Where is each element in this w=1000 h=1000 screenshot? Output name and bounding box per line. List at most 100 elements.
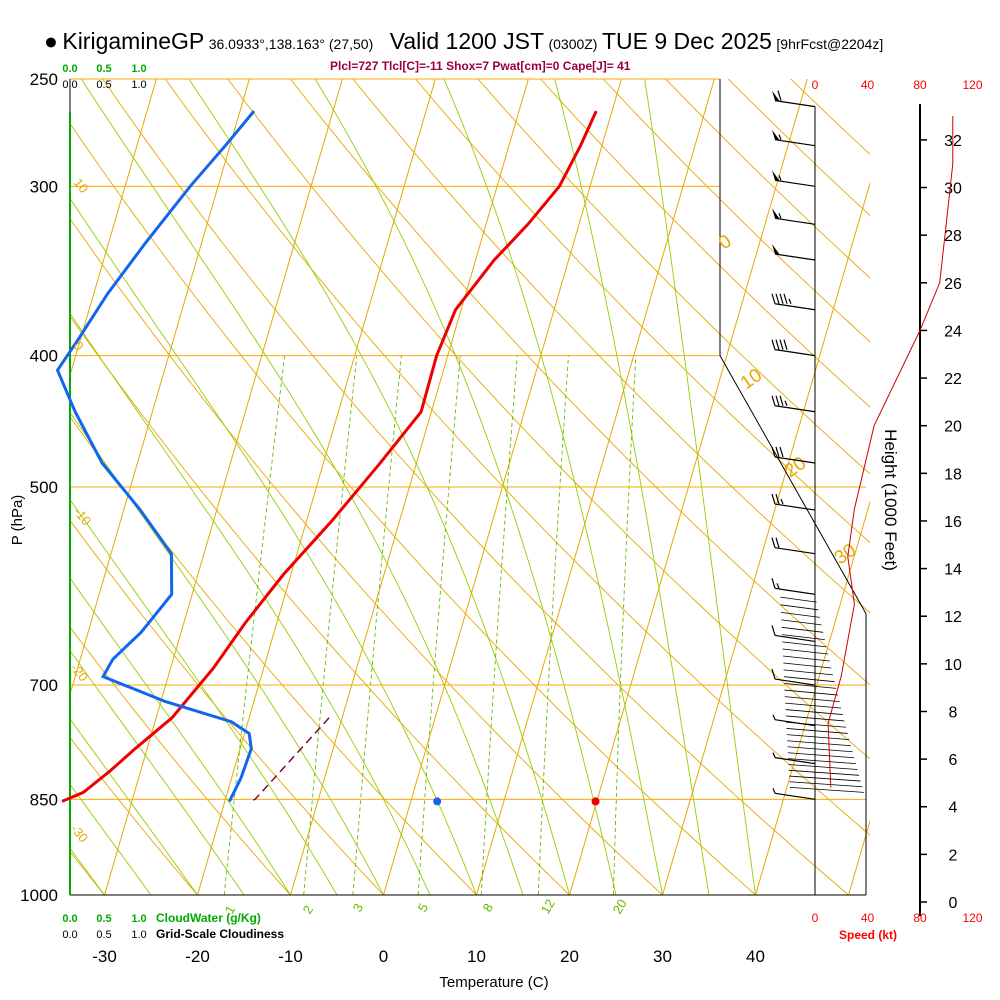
wind-barb-fill-line bbox=[787, 752, 855, 759]
dry-adiabat-line bbox=[70, 315, 570, 895]
isotherm-label: 10 bbox=[71, 175, 92, 196]
height-tick-label: 18 bbox=[944, 466, 962, 483]
wind-barb-shaft bbox=[774, 349, 816, 357]
dry-adiabat-line bbox=[539, 79, 870, 408]
wind-barb-fill-line bbox=[785, 715, 845, 722]
cloudwater-bottom-tick: 0.0 bbox=[62, 913, 77, 925]
height-tick-label: 2 bbox=[949, 847, 958, 864]
isotherm-line bbox=[942, 79, 1000, 895]
dry-adiabat-line bbox=[164, 79, 870, 836]
wind-barb-tick bbox=[771, 493, 776, 505]
wind-barb bbox=[772, 243, 816, 261]
wind-barb-fill-line bbox=[789, 786, 865, 793]
dry-adiabat-line bbox=[70, 626, 291, 895]
dry-adiabat-line bbox=[477, 79, 870, 475]
height-tick-label: 24 bbox=[944, 323, 962, 340]
moist-adiabat-line bbox=[70, 197, 477, 895]
wind-barb-flag bbox=[772, 243, 780, 255]
isotherm-line bbox=[848, 819, 870, 895]
height-tick-label: 22 bbox=[944, 371, 962, 388]
wind-barb-half bbox=[788, 298, 792, 304]
wind-barb-half bbox=[772, 788, 776, 794]
wind-barb-half bbox=[780, 498, 784, 505]
wind-barb bbox=[771, 537, 816, 555]
wind-barb-tick bbox=[779, 293, 784, 304]
wind-barb bbox=[772, 90, 816, 108]
temperature-tick-label: 20 bbox=[560, 947, 579, 966]
wind-barb-half bbox=[778, 175, 782, 181]
cloudwater-top-tick: 1.0 bbox=[131, 63, 146, 75]
isotherm-label: -20 bbox=[68, 660, 92, 684]
wind-barb-shaft bbox=[774, 792, 816, 800]
wind-barb bbox=[771, 578, 816, 595]
height-tick-label: 26 bbox=[944, 276, 962, 293]
wind-barb bbox=[772, 129, 816, 147]
mixing-ratio-label: 8 bbox=[480, 901, 497, 915]
isotherm-label: -10 bbox=[71, 504, 95, 528]
mixing-ratio-label: 3 bbox=[350, 901, 367, 915]
cloudiness-label: Grid-Scale Cloudiness bbox=[156, 927, 284, 941]
cloudiness-bottom-tick: 0.0 bbox=[62, 929, 77, 941]
speed-bottom-tick: 120 bbox=[962, 911, 982, 925]
wind-barb-tick bbox=[775, 446, 780, 458]
wind-barb-tick bbox=[775, 293, 780, 304]
wind-barb-tick bbox=[783, 293, 788, 304]
dry-adiabat-line bbox=[70, 736, 198, 895]
wind-barb-tick bbox=[771, 537, 776, 548]
wind-barb-tick bbox=[775, 537, 780, 548]
moist-adiabat-line bbox=[314, 79, 617, 895]
wind-barb-fill-line bbox=[788, 758, 856, 765]
height-tick-label: 6 bbox=[949, 752, 958, 769]
wind-barb-fill-line bbox=[783, 676, 835, 683]
wind-barb-shaft bbox=[774, 757, 816, 765]
mixing-ratio-line bbox=[303, 355, 358, 895]
pressure-tick-label: 850 bbox=[30, 790, 58, 809]
wind-barb-tick bbox=[783, 339, 788, 350]
wind-barb-fill-line bbox=[786, 728, 848, 734]
cloudwater-top-tick: 0.0 bbox=[62, 63, 77, 75]
wind-barb-tick bbox=[771, 668, 776, 680]
pressure-tick-label: 700 bbox=[30, 676, 58, 695]
moist-adiabat-line bbox=[70, 498, 338, 895]
dry-adiabat-line bbox=[102, 79, 849, 895]
wind-barb-half bbox=[776, 583, 780, 589]
pressure-tick-label: 250 bbox=[30, 70, 58, 89]
moist-adiabat-line bbox=[70, 718, 198, 895]
wind-barb-tick bbox=[771, 395, 776, 406]
parcel-line bbox=[249, 717, 330, 803]
wind-barb-shaft bbox=[774, 547, 816, 555]
isotherm-line bbox=[70, 79, 157, 378]
wind-barb-fill-line bbox=[789, 781, 863, 788]
height-tick-label: 14 bbox=[944, 562, 962, 579]
wind-barb bbox=[771, 493, 816, 511]
wind-barb-shaft bbox=[774, 678, 816, 686]
wind-barb-fill-line bbox=[785, 709, 843, 715]
dry-adiabat-label: 10 bbox=[737, 365, 766, 394]
wind-barb-shaft bbox=[774, 405, 816, 413]
cloudiness-bottom-tick: 0.5 bbox=[96, 929, 111, 941]
wind-barb-fill-line bbox=[780, 604, 819, 611]
mixing-ratio-label: 2 bbox=[300, 903, 317, 917]
wind-barb-fill-line bbox=[787, 740, 851, 747]
surface-temperature-point bbox=[591, 797, 600, 806]
wind-barb-fill-line bbox=[786, 734, 850, 741]
wind-barb-shaft bbox=[774, 217, 816, 225]
cloudwater-label: CloudWater (g/Kg) bbox=[156, 911, 261, 925]
wind-barb-fill-line bbox=[780, 596, 817, 603]
cloudwater-bottom-tick: 1.0 bbox=[131, 913, 146, 925]
wind-barb-fill-line bbox=[784, 696, 840, 703]
wind-barb-fill-line bbox=[787, 746, 853, 753]
wind-barb-fill-line bbox=[783, 662, 832, 669]
dry-adiabat-line bbox=[70, 217, 663, 895]
wind-barb-flag bbox=[772, 129, 780, 141]
dry-adiabat-line bbox=[70, 416, 477, 895]
dry-adiabat-line bbox=[70, 122, 756, 895]
dry-adiabat-line bbox=[414, 79, 870, 544]
temperature-axis-title: Temperature (C) bbox=[439, 974, 548, 991]
wind-barb-fill-line bbox=[782, 655, 830, 662]
speed-bottom-tick: 40 bbox=[861, 911, 875, 925]
height-axis-title: Height (1000 Feet) bbox=[881, 429, 900, 571]
wind-barb bbox=[772, 752, 816, 765]
